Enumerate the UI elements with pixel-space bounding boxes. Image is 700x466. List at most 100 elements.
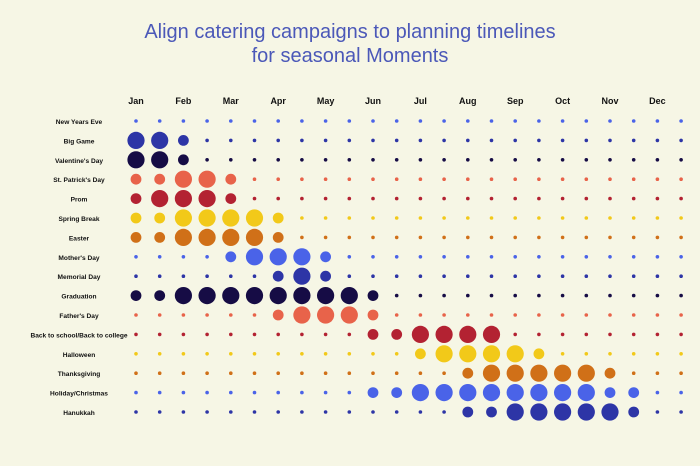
dot [323,138,328,143]
dot [154,232,166,243]
dot [300,352,304,356]
dot [442,216,446,220]
dot [371,216,375,220]
dot [371,254,375,259]
dot [513,216,517,220]
dot [347,119,352,123]
dot [181,254,186,259]
dot [317,306,335,324]
dot [151,151,169,169]
dot [560,158,565,162]
dot [533,348,545,360]
dot [537,158,541,162]
dot [489,313,494,317]
dot [252,352,257,356]
dot [323,177,328,181]
dot [489,274,494,279]
dot [530,384,548,402]
chart-title-line-2: for seasonal Moments [251,45,449,67]
dot [130,212,142,224]
dot [584,274,589,279]
dot [127,151,145,169]
dot [489,235,494,240]
dot [394,293,399,298]
dot [276,138,281,143]
dot [489,177,494,181]
dot [181,410,186,414]
dot [394,119,399,123]
dot [394,138,399,143]
dot [252,410,257,414]
dot [157,313,162,317]
dot [489,254,494,259]
dot [628,406,640,418]
dot [442,138,446,143]
row-label: Holiday/Christmas [50,391,108,398]
dot [584,313,589,317]
dot [584,293,589,298]
dot [631,158,636,162]
month-label: Jun [365,96,381,106]
dot [466,196,470,201]
month-label: Jan [128,96,144,106]
dot [418,254,423,259]
dot [486,406,497,418]
dot [367,387,379,398]
dot [604,387,616,398]
dot [222,287,240,305]
dot [225,251,237,263]
dot [482,325,501,343]
dot [347,158,352,162]
dot [442,158,446,162]
dot [323,371,328,376]
dot [679,390,683,395]
row-label: Hanukkah [63,410,95,417]
dot [300,371,304,376]
dot [157,390,162,395]
dot [300,196,304,201]
dot [371,410,375,414]
dot [560,119,565,123]
dot [584,352,589,356]
dot [655,177,660,181]
dot [134,274,138,279]
dot [181,390,186,395]
dot [489,119,494,123]
dot [584,177,589,181]
dot [530,364,548,382]
dot [205,313,209,317]
dot [513,138,517,143]
dot [130,193,142,205]
dot [347,352,352,356]
month-label: Mar [223,96,240,106]
dot [174,287,192,305]
dot [293,306,311,324]
dot [560,177,565,181]
dot [134,119,138,123]
dot [134,332,138,337]
dot [205,119,209,123]
dot [537,313,541,317]
dot [679,235,683,240]
dot [482,364,501,382]
month-label: Nov [601,96,618,106]
dot [554,403,572,421]
dot [679,254,683,259]
dot [394,196,399,201]
dot [371,371,375,376]
dot [320,270,331,282]
dot [466,158,470,162]
dot [631,216,636,220]
dot [537,119,541,123]
dot [459,384,477,402]
dot [134,390,138,395]
dot [323,235,328,240]
dot [347,216,352,220]
dot [323,332,328,337]
row-label: Back to school/Back to college [30,332,127,339]
dot [462,367,474,379]
dot [584,332,589,337]
month-label: Apr [270,96,286,106]
dot [584,216,589,220]
dot [323,196,328,201]
